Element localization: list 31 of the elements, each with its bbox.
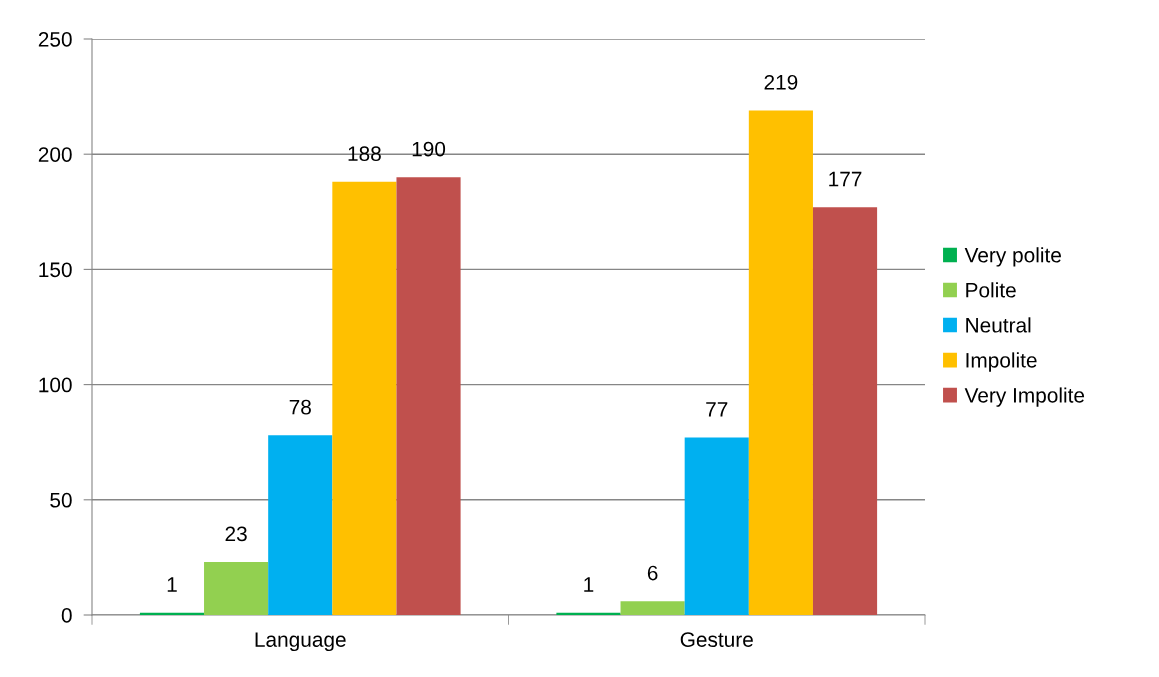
legend-label: Impolite <box>966 352 1037 372</box>
data-label: 188 <box>348 146 381 162</box>
data-label: 177 <box>829 171 862 187</box>
bar <box>204 562 269 615</box>
data-label: 190 <box>412 141 446 157</box>
legend-label: Neutral <box>966 317 1031 333</box>
bar <box>684 437 749 615</box>
legend-label: Polite <box>966 282 1016 298</box>
bar <box>620 601 685 615</box>
legend-label: Very Impolite <box>964 387 1085 407</box>
data-label: 1 <box>584 577 594 592</box>
y-tick-label: 0 <box>61 608 72 623</box>
x-tick-label: Language <box>255 632 346 652</box>
y-tick-label: 150 <box>39 262 72 278</box>
data-label: 23 <box>225 526 247 542</box>
y-tick-label: 250 <box>38 32 72 47</box>
data-label: 6 <box>647 565 658 581</box>
data-label: 1 <box>167 577 177 592</box>
bar <box>748 110 813 615</box>
x-tick-label: Gesture <box>680 632 753 647</box>
bar <box>396 177 461 615</box>
data-label: 77 <box>706 402 728 417</box>
y-tick-label: 50 <box>50 492 72 508</box>
bar <box>332 181 397 615</box>
bar <box>268 435 333 615</box>
data-label: 219 <box>764 74 798 90</box>
y-tick-label: 100 <box>39 377 72 393</box>
y-tick-label: 200 <box>38 147 72 162</box>
bar <box>812 207 878 615</box>
data-label: 78 <box>289 399 311 415</box>
legend-label: Very polite <box>964 247 1061 267</box>
